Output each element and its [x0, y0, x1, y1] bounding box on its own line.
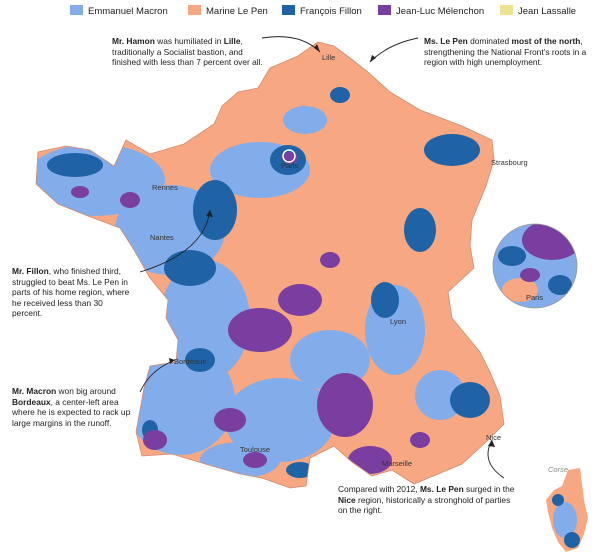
- annotation-macron: Mr. Macron won big around Bordeaux, a ce…: [12, 386, 132, 428]
- city-label-bordeaux: Bordeaux: [174, 357, 206, 366]
- annotation-lepen-nice: Compared with 2012, Ms. Le Pen surged in…: [338, 484, 518, 516]
- legend-swatch-lassalle: [500, 5, 513, 15]
- legend-swatch-le-pen: [188, 5, 201, 15]
- city-label-lyon: Lyon: [390, 317, 406, 326]
- annotation-text: , a center-left area where he is expecte…: [12, 396, 131, 428]
- annotation-name: Ms. Le Pen: [419, 484, 464, 494]
- city-label-nice: Nice: [486, 433, 501, 442]
- legend: Emmanuel Macron Marine Le Pen François F…: [0, 4, 600, 20]
- city-label-nantes: Nantes: [150, 233, 174, 242]
- legend-label: Jean-Luc Mélenchon: [396, 6, 485, 17]
- annotation-place: most of the north: [511, 36, 581, 46]
- annotation-name: Mr. Macron: [12, 386, 57, 396]
- annotation-place: Bordeaux: [12, 396, 51, 407]
- legend-item-fillon: François Fillon: [282, 4, 362, 20]
- legend-item-le-pen: Marine Le Pen: [188, 4, 268, 20]
- city-label-toulouse: Toulouse: [240, 445, 270, 454]
- legend-label: Emmanuel Macron: [88, 6, 168, 17]
- paris-marker: [282, 149, 296, 163]
- annotation-lepen-north: Ms. Le Pen dominated most of the north, …: [424, 36, 596, 68]
- corsica-inset: [546, 468, 588, 552]
- annotation-text: was humiliated in: [154, 36, 224, 46]
- corsica-label: Corse: [548, 465, 568, 474]
- legend-swatch-melenchon: [378, 5, 391, 15]
- annotation-name: Mr. Hamon: [112, 36, 155, 46]
- annotation-hamon: Mr. Hamon was humiliated in Lille, tradi…: [112, 36, 270, 68]
- city-label-strasbourg: Strasbourg: [491, 158, 528, 167]
- legend-swatch-fillon: [282, 5, 295, 15]
- annotation-name: Mr. Fillon: [12, 266, 49, 276]
- annotation-text: , strengthening the National Front’s roo…: [424, 36, 587, 68]
- city-label-paris: Paris: [281, 161, 298, 170]
- annotation-place: Nice: [338, 494, 356, 505]
- annotation-fillon: Mr. Fillon, who finished third, struggle…: [12, 266, 134, 319]
- legend-swatch-macron: [70, 5, 83, 15]
- city-labels: Lille Paris Strasbourg Rennes Nantes Lyo…: [150, 53, 568, 474]
- annotation-text: region, historically a stronghold of par…: [338, 494, 511, 516]
- annotation-text: , traditionally a Socialist bastion, and…: [112, 36, 263, 68]
- annotation-name: Ms. Le Pen: [424, 36, 468, 46]
- annotation-place: Lille: [223, 36, 241, 46]
- annotation-text: dominated: [467, 36, 512, 46]
- annotation-text: Compared with 2012,: [338, 484, 420, 494]
- legend-item-lassalle: Jean Lassalle: [500, 4, 576, 20]
- city-label-lille: Lille: [322, 53, 335, 62]
- annotation-text: , who finished third, struggled to beat …: [12, 266, 130, 319]
- city-label-marseille: Marseille: [382, 459, 412, 468]
- legend-label: Marine Le Pen: [206, 6, 268, 17]
- city-label-rennes: Rennes: [152, 183, 178, 192]
- legend-label: Jean Lassalle: [518, 6, 577, 17]
- annotation-text: surged in the: [463, 484, 515, 494]
- legend-item-macron: Emmanuel Macron: [70, 4, 168, 20]
- inset-label-paris: Paris: [526, 293, 543, 302]
- legend-label: François Fillon: [300, 6, 362, 17]
- legend-item-melenchon: Jean-Luc Mélenchon: [378, 4, 484, 20]
- annotation-text: won big around: [56, 386, 116, 396]
